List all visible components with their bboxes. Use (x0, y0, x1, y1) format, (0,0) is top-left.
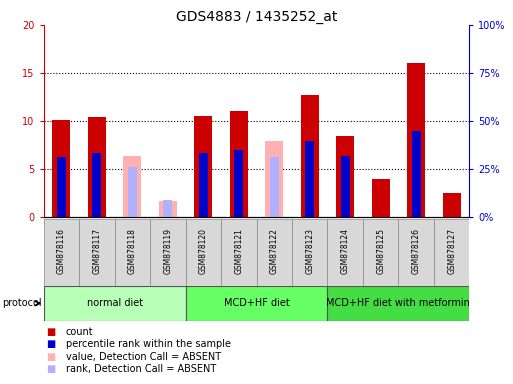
Bar (270, 157, 279, 217)
Bar (186, 286, 327, 321)
Bar (341, 156, 350, 217)
Text: GSM878124: GSM878124 (341, 228, 350, 274)
Text: rank, Detection Call = ABSENT: rank, Detection Call = ABSENT (66, 364, 216, 374)
Bar (305, 141, 314, 217)
Text: protocol: protocol (3, 298, 42, 308)
Text: value, Detection Call = ABSENT: value, Detection Call = ABSENT (66, 352, 221, 362)
Text: ■: ■ (46, 327, 55, 337)
Bar (327, 286, 469, 321)
Text: GSM878123: GSM878123 (305, 228, 314, 274)
Text: percentile rank within the sample: percentile rank within the sample (66, 339, 231, 349)
Bar (337, 136, 354, 217)
Bar (150, 219, 186, 286)
Text: normal diet: normal diet (87, 298, 143, 308)
Text: MCD+HF diet with metformin: MCD+HF diet with metformin (326, 298, 470, 308)
Text: GSM878121: GSM878121 (234, 228, 243, 274)
Text: count: count (66, 327, 93, 337)
Bar (292, 219, 327, 286)
Text: ■: ■ (46, 352, 55, 362)
Text: GDS4883 / 1435252_at: GDS4883 / 1435252_at (176, 10, 337, 23)
Text: GSM878126: GSM878126 (411, 228, 421, 274)
Text: GSM878120: GSM878120 (199, 228, 208, 274)
Text: ■: ■ (46, 364, 55, 374)
Bar (163, 200, 172, 217)
Bar (407, 63, 425, 217)
Bar (256, 219, 292, 286)
Bar (44, 286, 186, 321)
Bar (88, 117, 106, 217)
Bar (186, 219, 221, 286)
Bar (265, 141, 283, 217)
Bar (57, 157, 66, 217)
Bar (443, 193, 461, 217)
Text: GSM878116: GSM878116 (57, 228, 66, 274)
Bar (363, 219, 399, 286)
Bar (301, 95, 319, 217)
Bar (412, 131, 421, 217)
Bar (128, 167, 137, 217)
Bar (230, 111, 248, 217)
Bar (44, 219, 79, 286)
Text: MCD+HF diet: MCD+HF diet (224, 298, 289, 308)
Bar (372, 179, 389, 217)
Text: GSM878122: GSM878122 (270, 228, 279, 274)
Text: GSM878127: GSM878127 (447, 228, 456, 274)
Bar (159, 201, 176, 217)
Bar (327, 219, 363, 286)
Bar (221, 219, 256, 286)
Bar (124, 157, 141, 217)
Text: GSM878117: GSM878117 (92, 228, 102, 274)
Bar (114, 219, 150, 286)
Text: GSM878125: GSM878125 (376, 228, 385, 274)
Text: GSM878119: GSM878119 (163, 228, 172, 274)
Bar (234, 150, 243, 217)
Bar (399, 219, 434, 286)
Text: ■: ■ (46, 339, 55, 349)
Bar (194, 116, 212, 217)
Bar (52, 120, 70, 217)
Bar (79, 219, 114, 286)
Bar (199, 153, 208, 217)
Bar (92, 153, 101, 217)
Bar (434, 219, 469, 286)
Text: GSM878118: GSM878118 (128, 228, 137, 274)
